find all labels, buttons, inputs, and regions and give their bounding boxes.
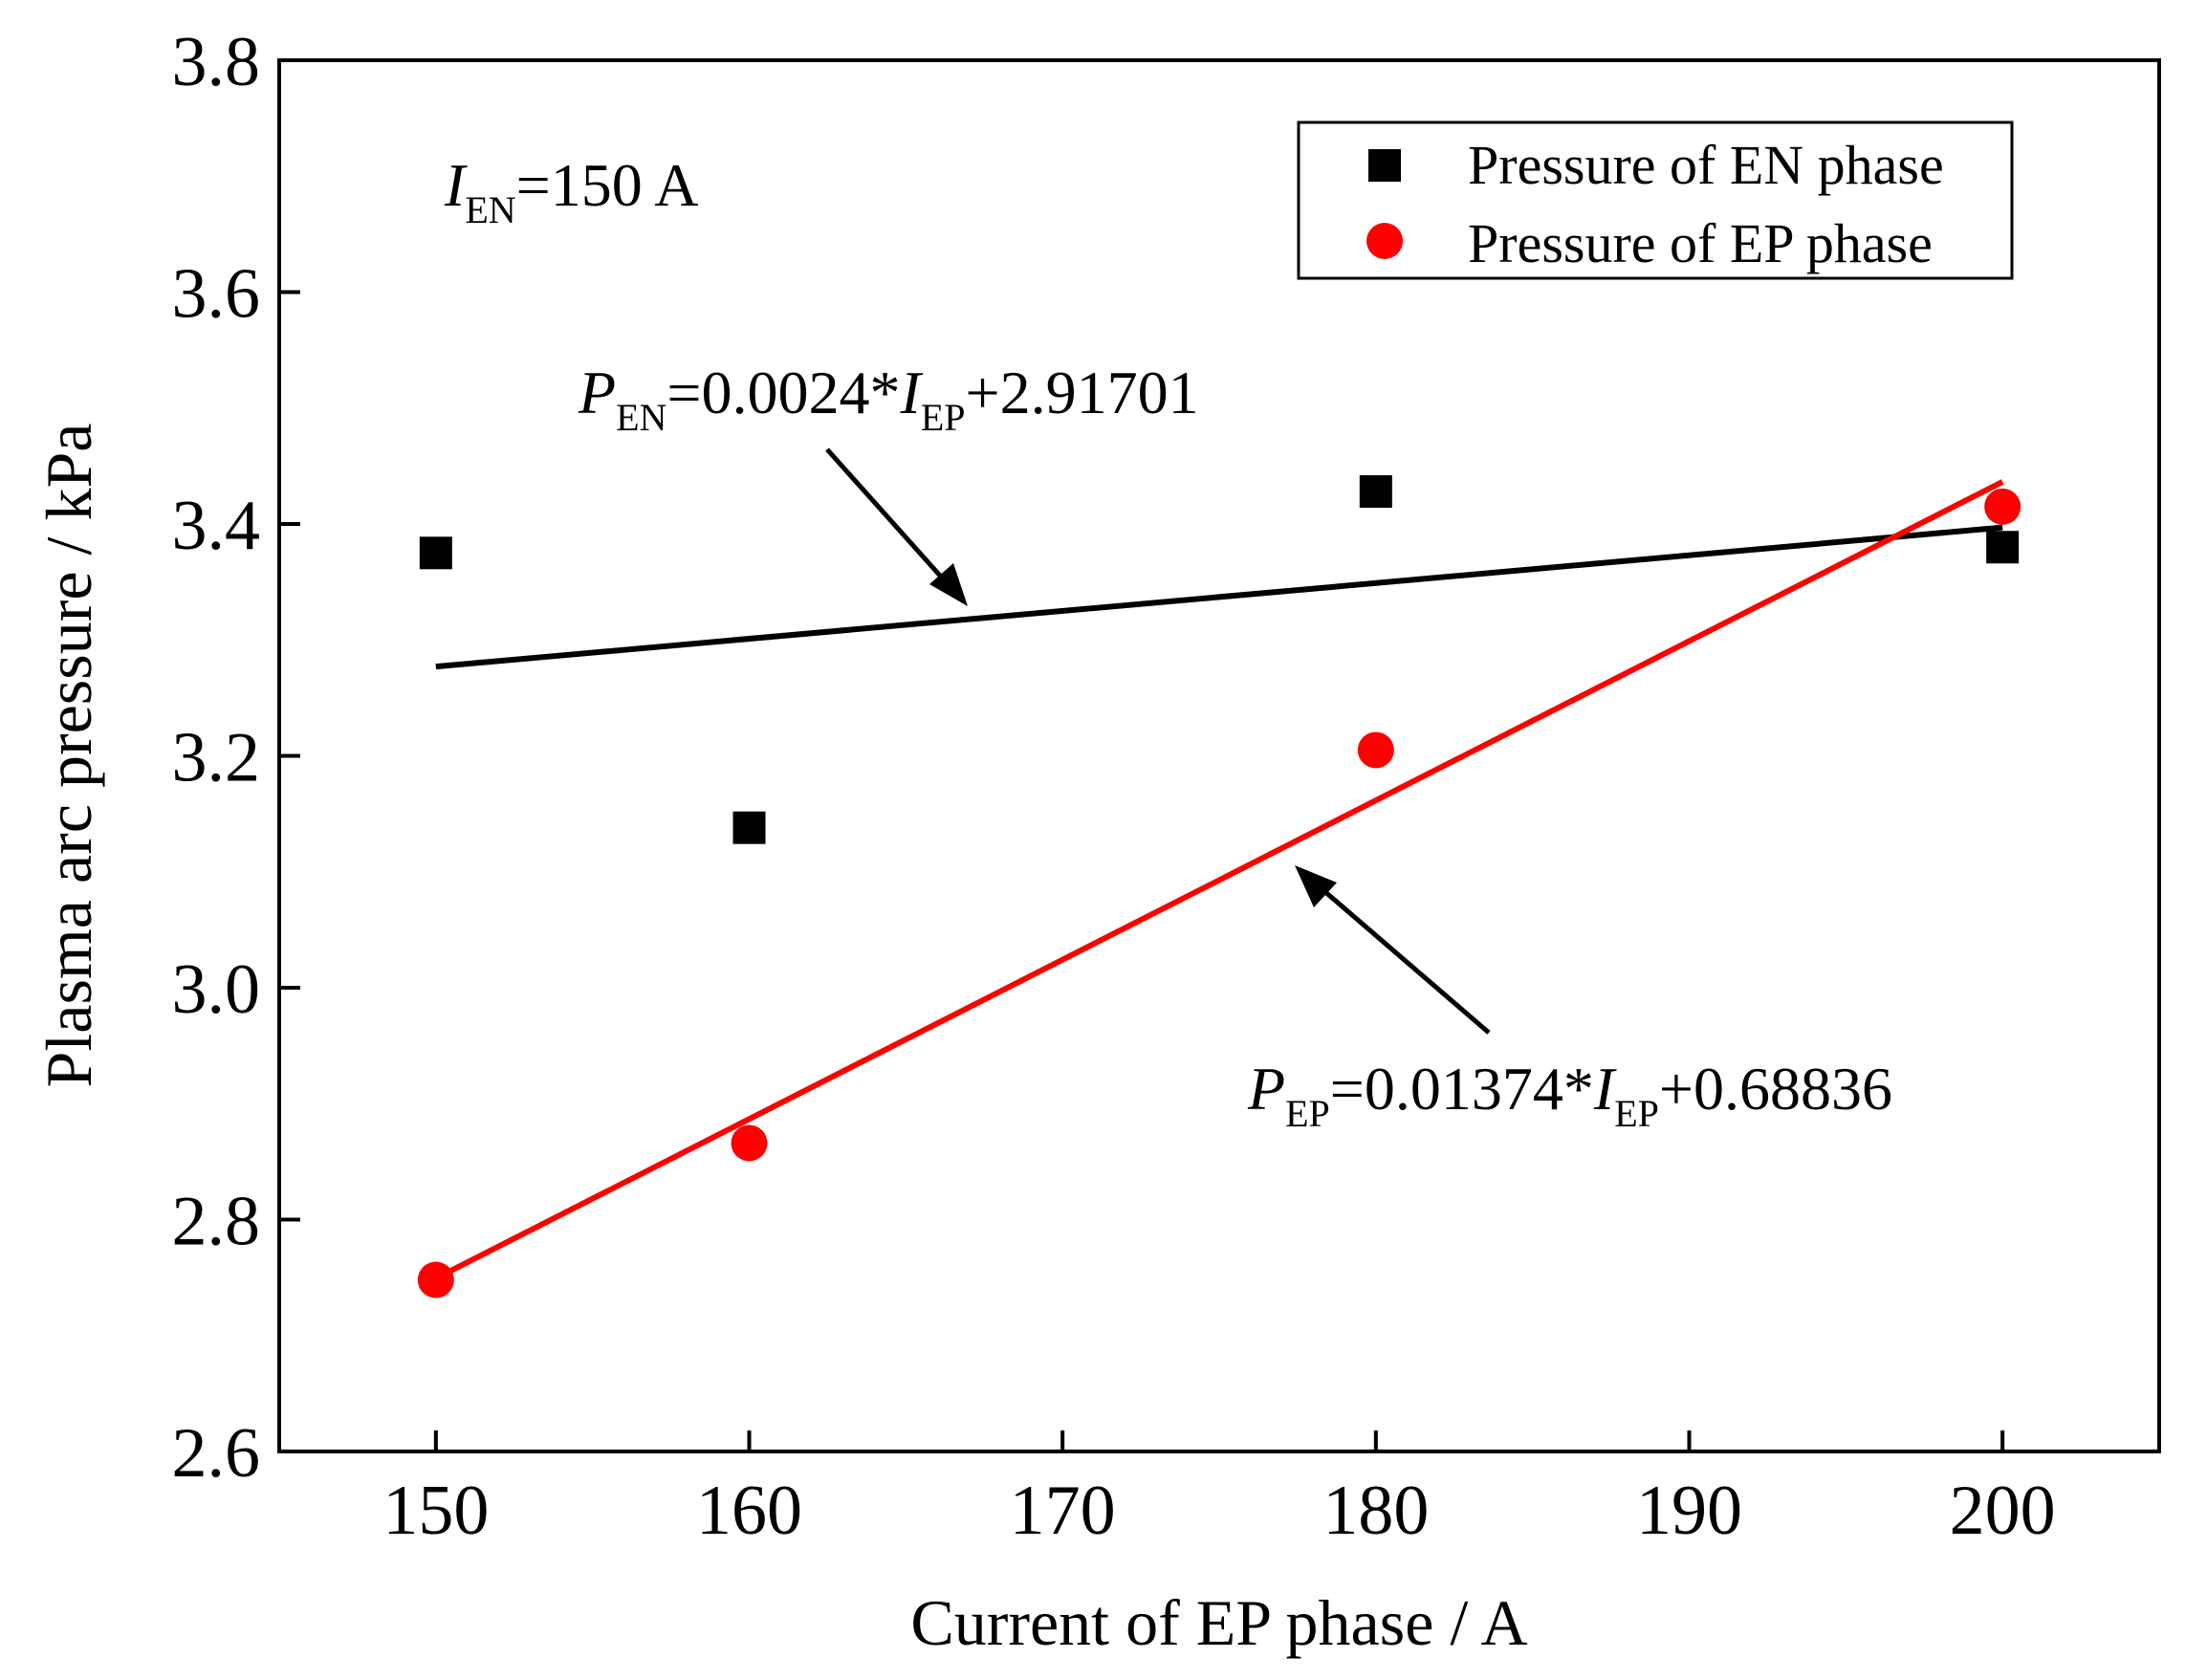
point-ep-150 <box>417 1261 454 1298</box>
legend-label-ep: Pressure of EP phase <box>1468 212 1933 274</box>
y-tick-label-2.8: 2.8 <box>172 1183 261 1261</box>
y-tick-label-2.6: 2.6 <box>172 1414 261 1493</box>
ep-fit-equation: PEP=0.01374*IEP+0.68836 <box>1247 1055 1892 1135</box>
point-en-200 <box>1986 531 2020 564</box>
point-en-180 <box>1359 475 1392 509</box>
point-ep-160 <box>731 1124 768 1162</box>
legend: Pressure of EN phase Pressure of EP phas… <box>1297 120 2014 280</box>
condition-label: IEN=150 A <box>444 151 698 231</box>
legend-box <box>1297 120 2014 280</box>
y-tick-label-3.4: 3.4 <box>172 487 261 565</box>
y-tick-label-3.2: 3.2 <box>172 719 261 797</box>
y-tick-label-3.6: 3.6 <box>172 255 261 334</box>
legend-marker-en <box>1368 149 1401 182</box>
x-tick-label-200: 200 <box>1950 1472 2056 1550</box>
en-equation-arrow <box>825 447 968 606</box>
x-tick-label-180: 180 <box>1322 1472 1429 1550</box>
x-tick-label-190: 190 <box>1636 1472 1742 1550</box>
data-points <box>417 475 2021 1298</box>
point-ep-180 <box>1357 731 1394 769</box>
y-axis: 2.6 2.8 3.0 3.2 3.4 3.6 3.8 <box>172 23 300 1493</box>
x-tick-label-150: 150 <box>382 1472 489 1550</box>
fit-line-ep <box>434 479 2004 1281</box>
point-en-150 <box>419 536 452 570</box>
legend-marker-ep <box>1366 223 1403 259</box>
ep-equation-arrow <box>1295 865 1491 1035</box>
x-axis-title: Current of EP phase / A <box>910 1586 1527 1659</box>
x-tick-label-170: 170 <box>1010 1472 1116 1550</box>
point-en-160 <box>732 811 766 844</box>
fit-line-en <box>435 524 2003 670</box>
x-tick-label-160: 160 <box>696 1472 802 1550</box>
x-axis: 150 160 170 180 190 200 <box>382 1430 2056 1550</box>
y-tick-label-3.0: 3.0 <box>172 950 261 1029</box>
y-tick-label-3.8: 3.8 <box>172 23 261 101</box>
en-fit-equation: PEN=0.0024*IEP+2.91701 <box>578 359 1199 439</box>
y-axis-title: Plasma arc pressure / kPa <box>33 424 105 1088</box>
point-ep-200 <box>1984 488 2021 525</box>
fit-lines <box>434 479 2004 1281</box>
legend-label-en: Pressure of EN phase <box>1468 134 1944 196</box>
